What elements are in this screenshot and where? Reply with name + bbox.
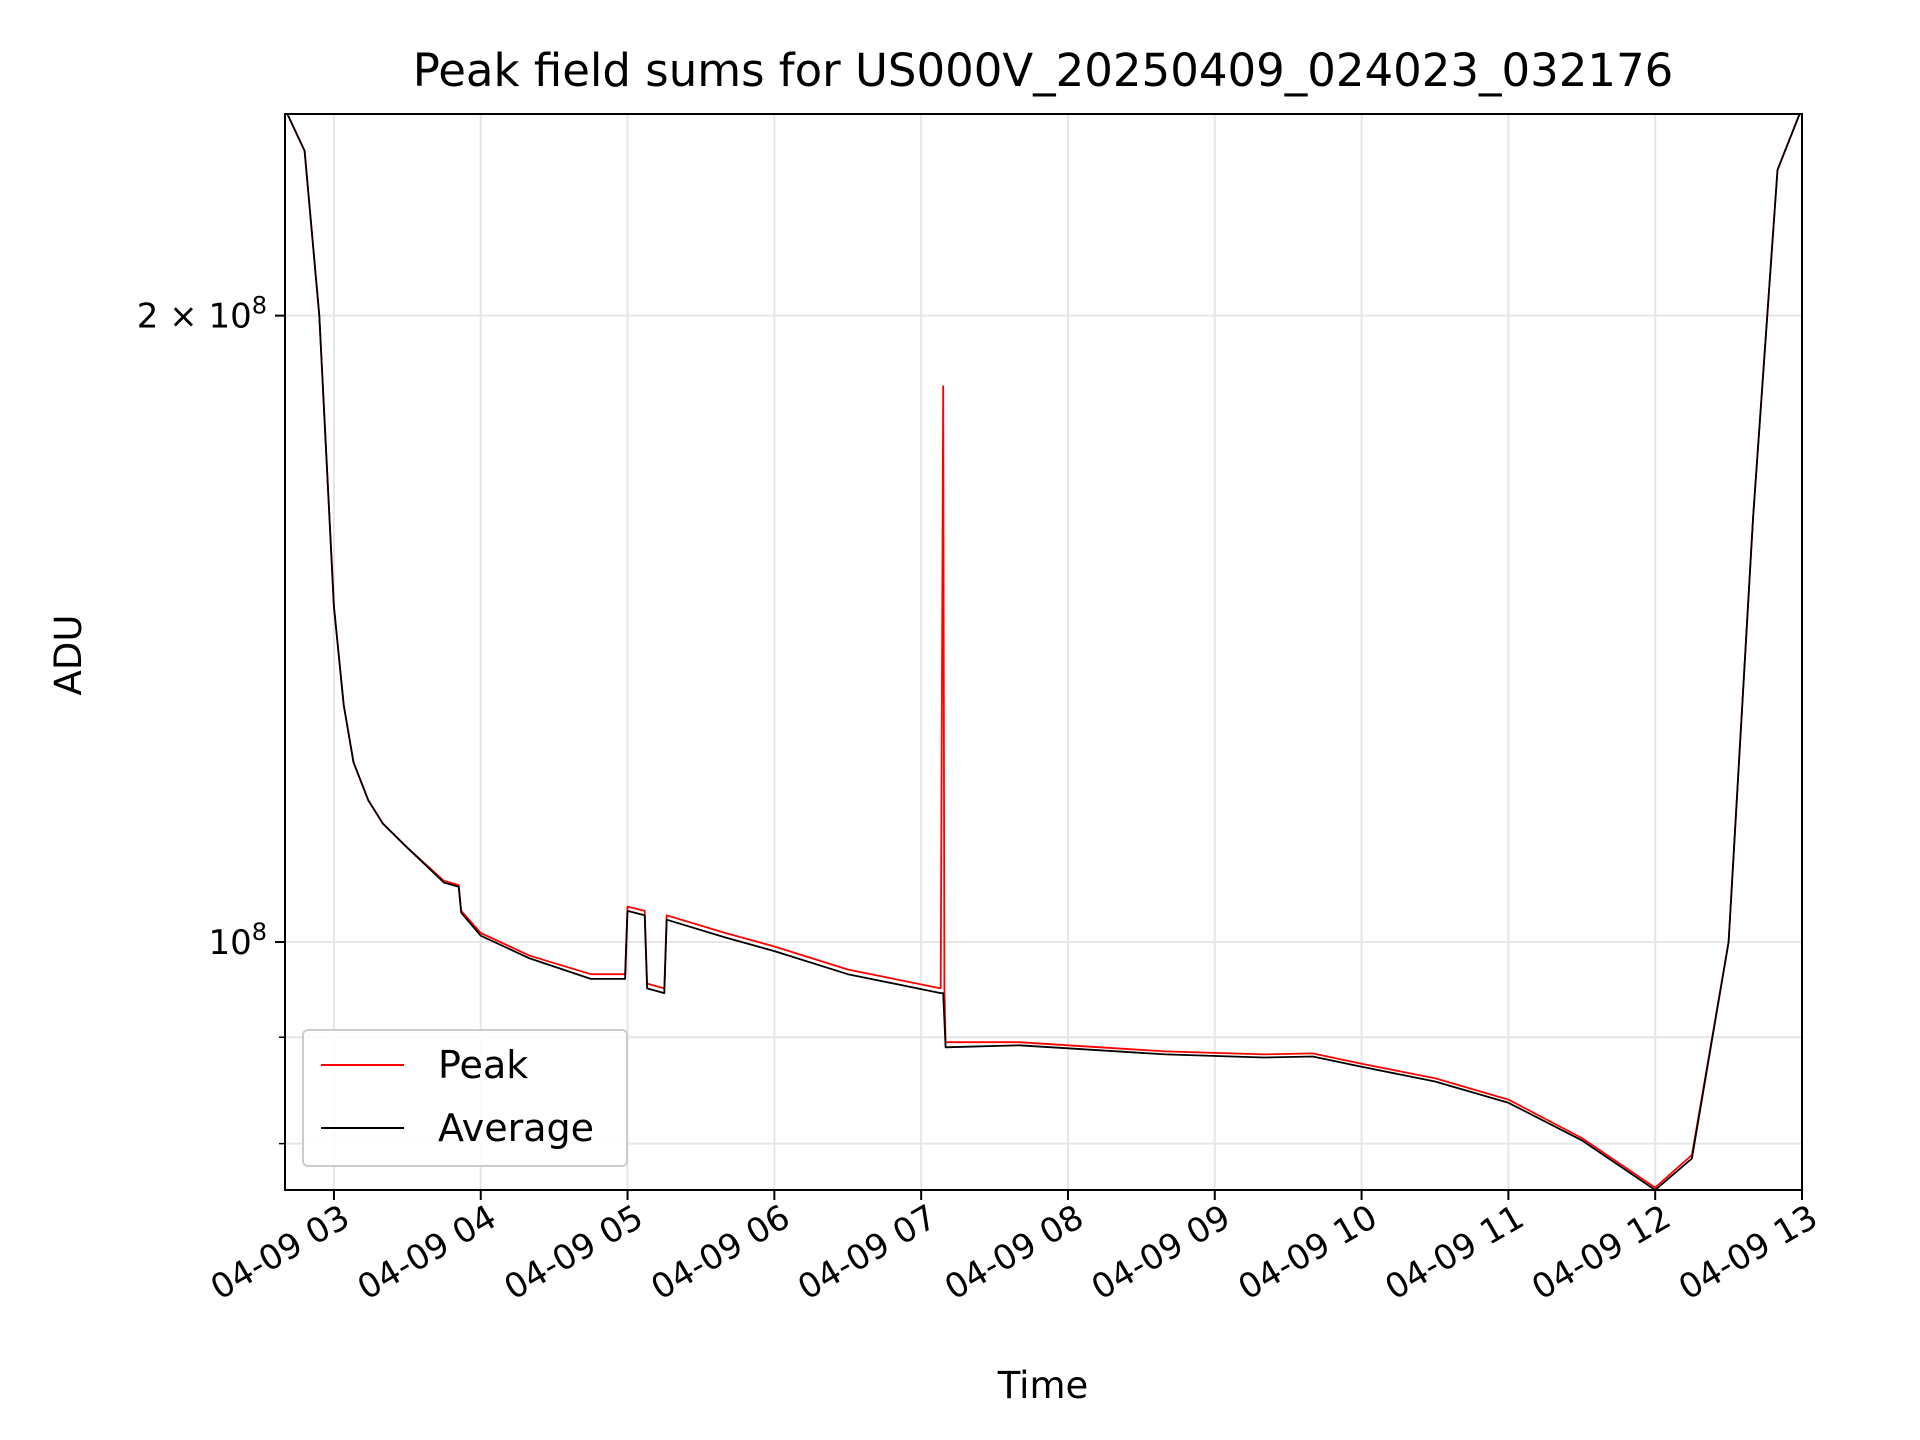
x-tick-label: 04-09 06	[644, 1197, 796, 1308]
x-tick-label: 04-09 10	[1232, 1197, 1384, 1308]
x-tick-label: 04-09 13	[1672, 1197, 1824, 1308]
x-tick-label: 04-09 12	[1525, 1197, 1677, 1308]
y-tick-label: 108	[208, 918, 267, 963]
x-tick-label: 04-09 05	[498, 1197, 650, 1308]
x-tick-label: 04-09 04	[351, 1197, 503, 1308]
series-line-peak	[286, 113, 1801, 1189]
x-tick-label: 04-09 09	[1085, 1197, 1237, 1308]
legend-label-peak: Peak	[438, 1043, 528, 1087]
series-line-average	[286, 113, 1801, 1191]
y-axis-label: ADU	[47, 615, 90, 696]
x-tick-label: 04-09 11	[1378, 1197, 1530, 1308]
x-axis-label: Time	[997, 1364, 1089, 1407]
grid	[285, 114, 1803, 1190]
x-tick-label: 04-09 07	[791, 1197, 943, 1308]
plot-frame	[284, 113, 1803, 1191]
y-axis: 108 2 × 108	[137, 292, 285, 1145]
legend-label-average: Average	[438, 1106, 594, 1150]
x-tick-label: 04-09 03	[204, 1197, 356, 1308]
legend: Peak Average	[302, 1029, 628, 1167]
chart-title: Peak field sums for US000V_20250409_0240…	[413, 44, 1674, 97]
y-tick-label: 2 × 108	[137, 292, 267, 337]
series-layer	[286, 113, 1801, 1191]
x-tick-label: 04-09 08	[938, 1197, 1090, 1308]
